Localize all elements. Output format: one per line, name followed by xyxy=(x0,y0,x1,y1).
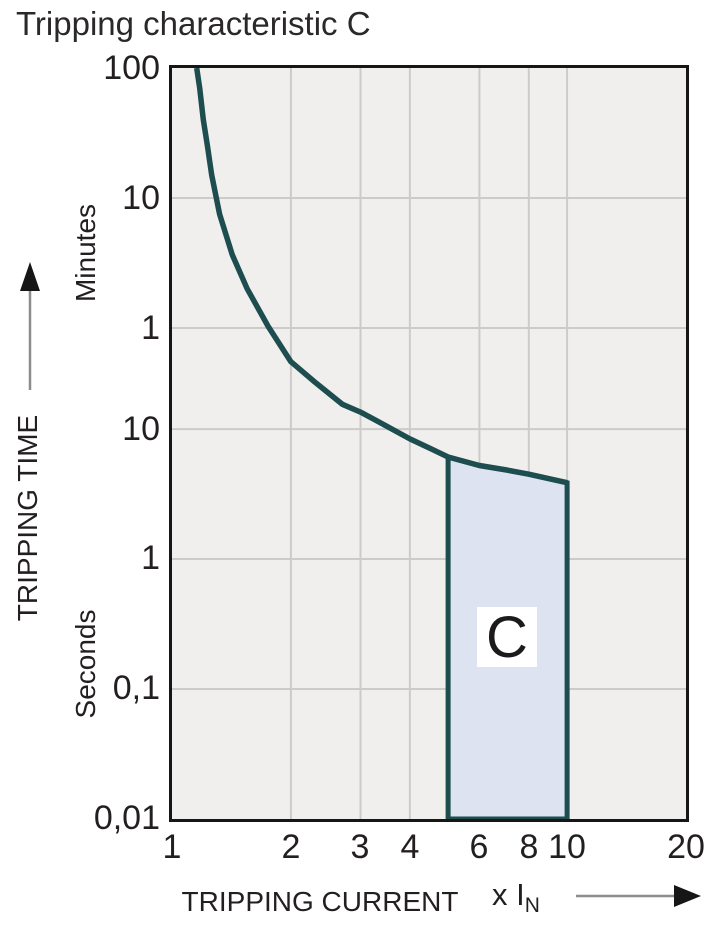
x-axis-title: TRIPPING CURRENT xyxy=(181,886,459,917)
y-tick-label-1min: 1 xyxy=(141,309,160,347)
x-axis-multiplier-subscript: N xyxy=(524,894,540,918)
y-axis-arrow-up-icon xyxy=(20,262,40,390)
x-tick-label-1: 1 xyxy=(162,828,182,866)
y-tick-label-0p01s: 0,01 xyxy=(93,799,160,837)
y-tick-label-0p1s: 0,1 xyxy=(112,669,160,707)
y-axis-unit-minutes: Minutes xyxy=(70,203,101,303)
x-tick-label-10: 10 xyxy=(548,828,586,866)
plot-area: C xyxy=(169,65,689,822)
chart-title: Tripping characteristic C xyxy=(16,5,371,42)
x-axis-arrow-right-icon xyxy=(576,885,701,907)
x-tick-label-3: 3 xyxy=(350,828,370,866)
plot-canvas xyxy=(172,68,686,819)
x-tick-label-4: 4 xyxy=(400,828,420,866)
x-tick-label-8: 8 xyxy=(519,828,539,866)
x-tick-label-2: 2 xyxy=(281,828,301,866)
x-axis-multiplier-text: x I xyxy=(492,877,525,912)
x-tick-label-6: 6 xyxy=(469,828,489,866)
y-tick-label-100min: 100 xyxy=(103,49,160,87)
x-axis-multiplier: x IN xyxy=(492,877,540,917)
y-tick-label-10min: 10 xyxy=(122,179,160,217)
y-tick-label-10s: 10 xyxy=(122,410,160,448)
y-axis-title: TRIPPING TIME xyxy=(12,414,43,622)
x-tick-label-20: 20 xyxy=(667,828,705,866)
tripping-curve xyxy=(193,68,568,486)
region-label: C xyxy=(486,604,528,670)
region-label-box: C xyxy=(477,605,537,670)
y-tick-label-1s: 1 xyxy=(141,539,160,577)
